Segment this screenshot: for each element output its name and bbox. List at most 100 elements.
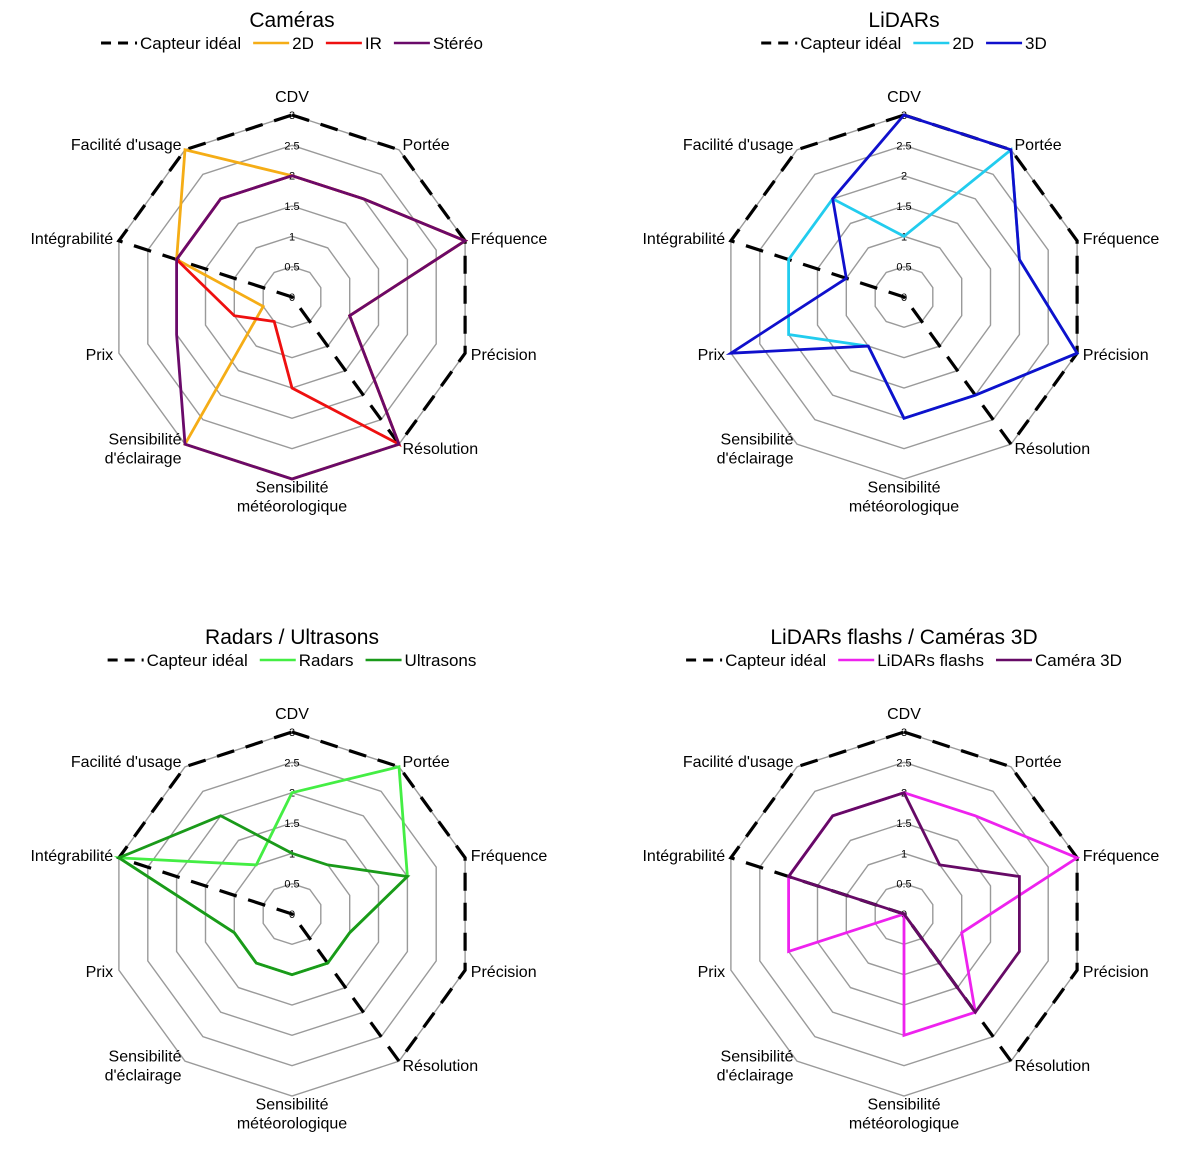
series-3d <box>725 113 1080 421</box>
axis-label-sensibilite-meteorologique: Sensibilité météorologique <box>849 1097 959 1133</box>
legend-item-capteur-ideal: Capteur idéal <box>761 34 901 53</box>
legend: Capteur idéal Radars Ultrasons <box>107 651 477 670</box>
chart-title: LiDARs flashs / Caméras 3D <box>770 626 1037 649</box>
axis-label-resolution: Résolution <box>1015 1058 1091 1075</box>
tick-label: 2 <box>901 171 907 183</box>
axis-label-portee: Portée <box>1015 754 1062 771</box>
grid-ring <box>175 791 409 1037</box>
axis-label-resolution: Résolution <box>403 441 479 458</box>
axis-label-precision: Précision <box>1083 347 1149 364</box>
axis-label-sensibilite-d-eclairage: Sensibilité d'éclairage <box>105 1049 182 1085</box>
series-capteur-ideal <box>728 730 1079 1064</box>
grid-ring <box>759 144 1049 450</box>
axis-label-cdv: CDV <box>275 89 309 106</box>
axis-label-frequence: Fréquence <box>471 231 548 248</box>
grid-ring <box>845 235 963 359</box>
axis-label-frequence: Fréquence <box>1083 231 1160 248</box>
legend-item-ultrasons: Ultrasons <box>365 651 477 670</box>
axis-label-resolution: Résolution <box>1015 441 1091 458</box>
legend-label: LiDARs flashs <box>877 651 984 670</box>
axis-label-cdv: CDV <box>887 706 921 723</box>
axis-label-resolution: Résolution <box>403 1058 479 1075</box>
axis-label-facilite-d-usage: Facilité d'usage <box>71 137 182 154</box>
axis-label-integrabilite: Intégrabilité <box>30 848 113 865</box>
legend-item-lidars-flashs: LiDARs flashs <box>838 651 984 670</box>
legend-label: Capteur idéal <box>140 34 241 53</box>
tick-label: 1 <box>289 231 295 243</box>
grid-ring <box>816 205 992 389</box>
grid-ring <box>874 265 934 329</box>
axis-label-sensibilite-d-eclairage: Sensibilité d'éclairage <box>105 432 182 468</box>
legend-label: Stéréo <box>433 34 483 53</box>
tick-label: 2.5 <box>284 140 299 152</box>
axis-label-sensibilite-d-eclairage: Sensibilité d'éclairage <box>717 432 794 468</box>
legend-item-ir: IR <box>325 34 382 53</box>
axis-label-sensibilite-meteorologique: Sensibilité météorologique <box>237 480 347 516</box>
axis-label-integrabilite: Intégrabilité <box>642 848 725 865</box>
legend-label: Capteur idéal <box>147 651 248 670</box>
legend-label: Caméra 3D <box>1035 651 1122 670</box>
axis-label-sensibilite-d-eclairage: Sensibilité d'éclairage <box>717 1049 794 1085</box>
axis-label-prix: Prix <box>86 347 114 364</box>
axis-label-facilite-d-usage: Facilité d'usage <box>71 754 182 771</box>
tick-label: 1 <box>901 848 907 860</box>
tick-label: 0.5 <box>896 879 911 891</box>
tick-label: 2.5 <box>896 757 911 769</box>
axis-label-prix: Prix <box>86 964 114 981</box>
legend-label: 3D <box>1025 34 1047 53</box>
series-capteur-ideal <box>116 113 467 447</box>
tick-label: 1.5 <box>896 818 911 830</box>
legend-label: 2D <box>952 34 974 53</box>
radar-panel-radars-ultrasons: Radars / Ultrasons Capteur idéal Radars Ult… <box>30 626 547 1133</box>
legend-item-radars: Radars <box>259 651 354 670</box>
series-camera-3d <box>786 790 1021 1015</box>
chart-title: Caméras <box>249 9 334 32</box>
series-capteur-ideal <box>728 113 1079 447</box>
axis-label-portee: Portée <box>403 754 450 771</box>
axis-label-prix: Prix <box>698 964 726 981</box>
legend: Capteur idéal 2D IR Stéréo <box>101 34 483 53</box>
legend-item-2d: 2D <box>253 34 314 53</box>
grid-ring <box>262 882 322 946</box>
legend-label: 2D <box>292 34 314 53</box>
tick-label: 0.5 <box>284 879 299 891</box>
tick-label: 0.5 <box>284 262 299 274</box>
legend: Capteur idéal LiDARs flashs Caméra 3D <box>686 651 1122 670</box>
tick-label: 1.5 <box>896 201 911 213</box>
chart-title: LiDARs <box>868 9 939 32</box>
axis-label-portee: Portée <box>1015 137 1062 154</box>
axis-label-precision: Précision <box>1083 964 1149 981</box>
axis-label-cdv: CDV <box>887 89 921 106</box>
axis-label-prix: Prix <box>698 347 726 364</box>
legend-item-stereo: Stéréo <box>393 34 483 53</box>
radar-panel-lidars-flashs-cameras-3d: LiDARs flashs / Caméras 3D Capteur idéal L… <box>642 626 1159 1133</box>
tick-label: 0.5 <box>896 262 911 274</box>
legend-label: Ultrasons <box>405 651 477 670</box>
axis-label-facilite-d-usage: Facilité d'usage <box>683 754 794 771</box>
tick-label: 2.5 <box>896 140 911 152</box>
series-ultrasons <box>115 814 411 977</box>
tick-label: 1.5 <box>284 818 299 830</box>
series-stereo <box>175 174 469 481</box>
axis-label-integrabilite: Intégrabilité <box>30 231 113 248</box>
legend-label: Capteur idéal <box>725 651 826 670</box>
grid-ring <box>147 761 437 1067</box>
legend-label: IR <box>365 34 382 53</box>
axis-label-frequence: Fréquence <box>471 848 548 865</box>
tick-label: 2.5 <box>284 757 299 769</box>
legend-item-capteur-ideal: Capteur idéal <box>107 651 248 670</box>
axis-label-precision: Précision <box>471 347 537 364</box>
axis-label-frequence: Fréquence <box>1083 848 1160 865</box>
axis-label-sensibilite-meteorologique: Sensibilité météorologique <box>849 480 959 516</box>
chart-title: Radars / Ultrasons <box>205 626 379 649</box>
legend-item-camera-3d: Caméra 3D <box>995 651 1122 670</box>
legend-label: Radars <box>299 651 354 670</box>
legend-item-capteur-ideal: Capteur idéal <box>101 34 241 53</box>
axis-label-facilite-d-usage: Facilité d'usage <box>683 137 794 154</box>
axis-label-portee: Portée <box>403 137 450 154</box>
grid-ring <box>233 235 351 359</box>
legend-item-2d: 2D <box>913 34 974 53</box>
